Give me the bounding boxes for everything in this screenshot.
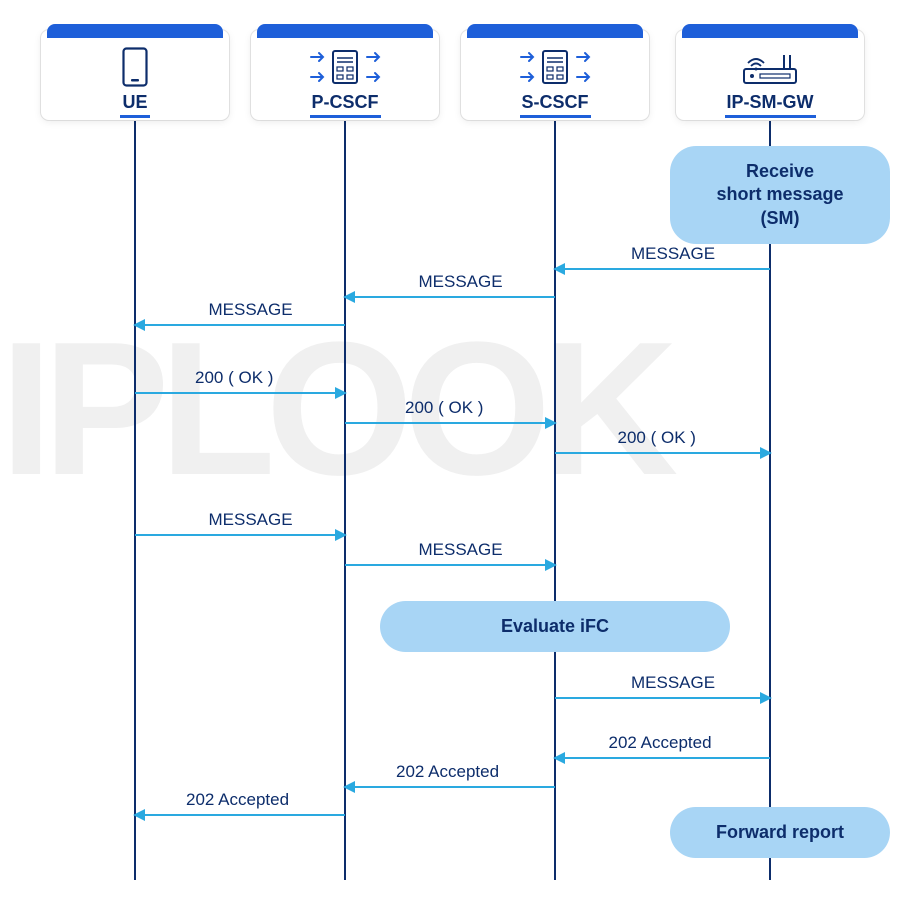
message-label: 200 ( OK ) [405, 398, 483, 418]
router-icon [740, 46, 800, 88]
watermark-text: IPLOOK [0, 300, 668, 518]
message-arrow [345, 422, 555, 424]
message-arrow [345, 296, 555, 298]
message-label: MESSAGE [631, 673, 715, 693]
participant-ue: UE [41, 30, 229, 120]
message-label: MESSAGE [209, 510, 293, 530]
message-arrow [345, 564, 555, 566]
message-arrow [555, 268, 770, 270]
participant-ipsmgw: IP-SM-GW [676, 30, 864, 120]
sequence-diagram: IPLOOK UE P-C [0, 0, 900, 900]
server-arrows-icon [305, 46, 385, 88]
participant-label: S-CSCF [520, 92, 591, 118]
participant-label: P-CSCF [310, 92, 381, 118]
message-arrow [345, 786, 555, 788]
message-label: 202 Accepted [609, 733, 712, 753]
server-arrows-icon [515, 46, 595, 88]
message-label: MESSAGE [631, 244, 715, 264]
participant-label: UE [120, 92, 149, 118]
note-forward-report: Forward report [670, 807, 890, 858]
message-label: MESSAGE [209, 300, 293, 320]
participant-scscf: S-CSCF [461, 30, 649, 120]
phone-icon [122, 46, 148, 88]
lifeline-pcscf [344, 120, 346, 880]
participant-pcscf: P-CSCF [251, 30, 439, 120]
message-label: 202 Accepted [396, 762, 499, 782]
message-arrow [135, 324, 345, 326]
message-label: 202 Accepted [186, 790, 289, 810]
note-text: Evaluate iFC [501, 616, 609, 636]
message-arrow [135, 814, 345, 816]
note-text: Forward report [716, 822, 844, 842]
note-text: short message (SM) [716, 184, 843, 227]
message-arrow [555, 452, 770, 454]
message-arrow [135, 534, 345, 536]
message-label: MESSAGE [419, 272, 503, 292]
message-label: 200 ( OK ) [195, 368, 273, 388]
message-label: MESSAGE [419, 540, 503, 560]
message-label: 200 ( OK ) [618, 428, 696, 448]
note-evaluate-ifc: Evaluate iFC [380, 601, 730, 652]
note-text: Receive [746, 161, 814, 181]
message-arrow [135, 392, 345, 394]
lifeline-scscf [554, 120, 556, 880]
participant-label: IP-SM-GW [725, 92, 816, 118]
note-receive-sm: Receive short message (SM) [670, 146, 890, 244]
message-arrow [555, 697, 770, 699]
message-arrow [555, 757, 770, 759]
lifeline-ue [134, 120, 136, 880]
